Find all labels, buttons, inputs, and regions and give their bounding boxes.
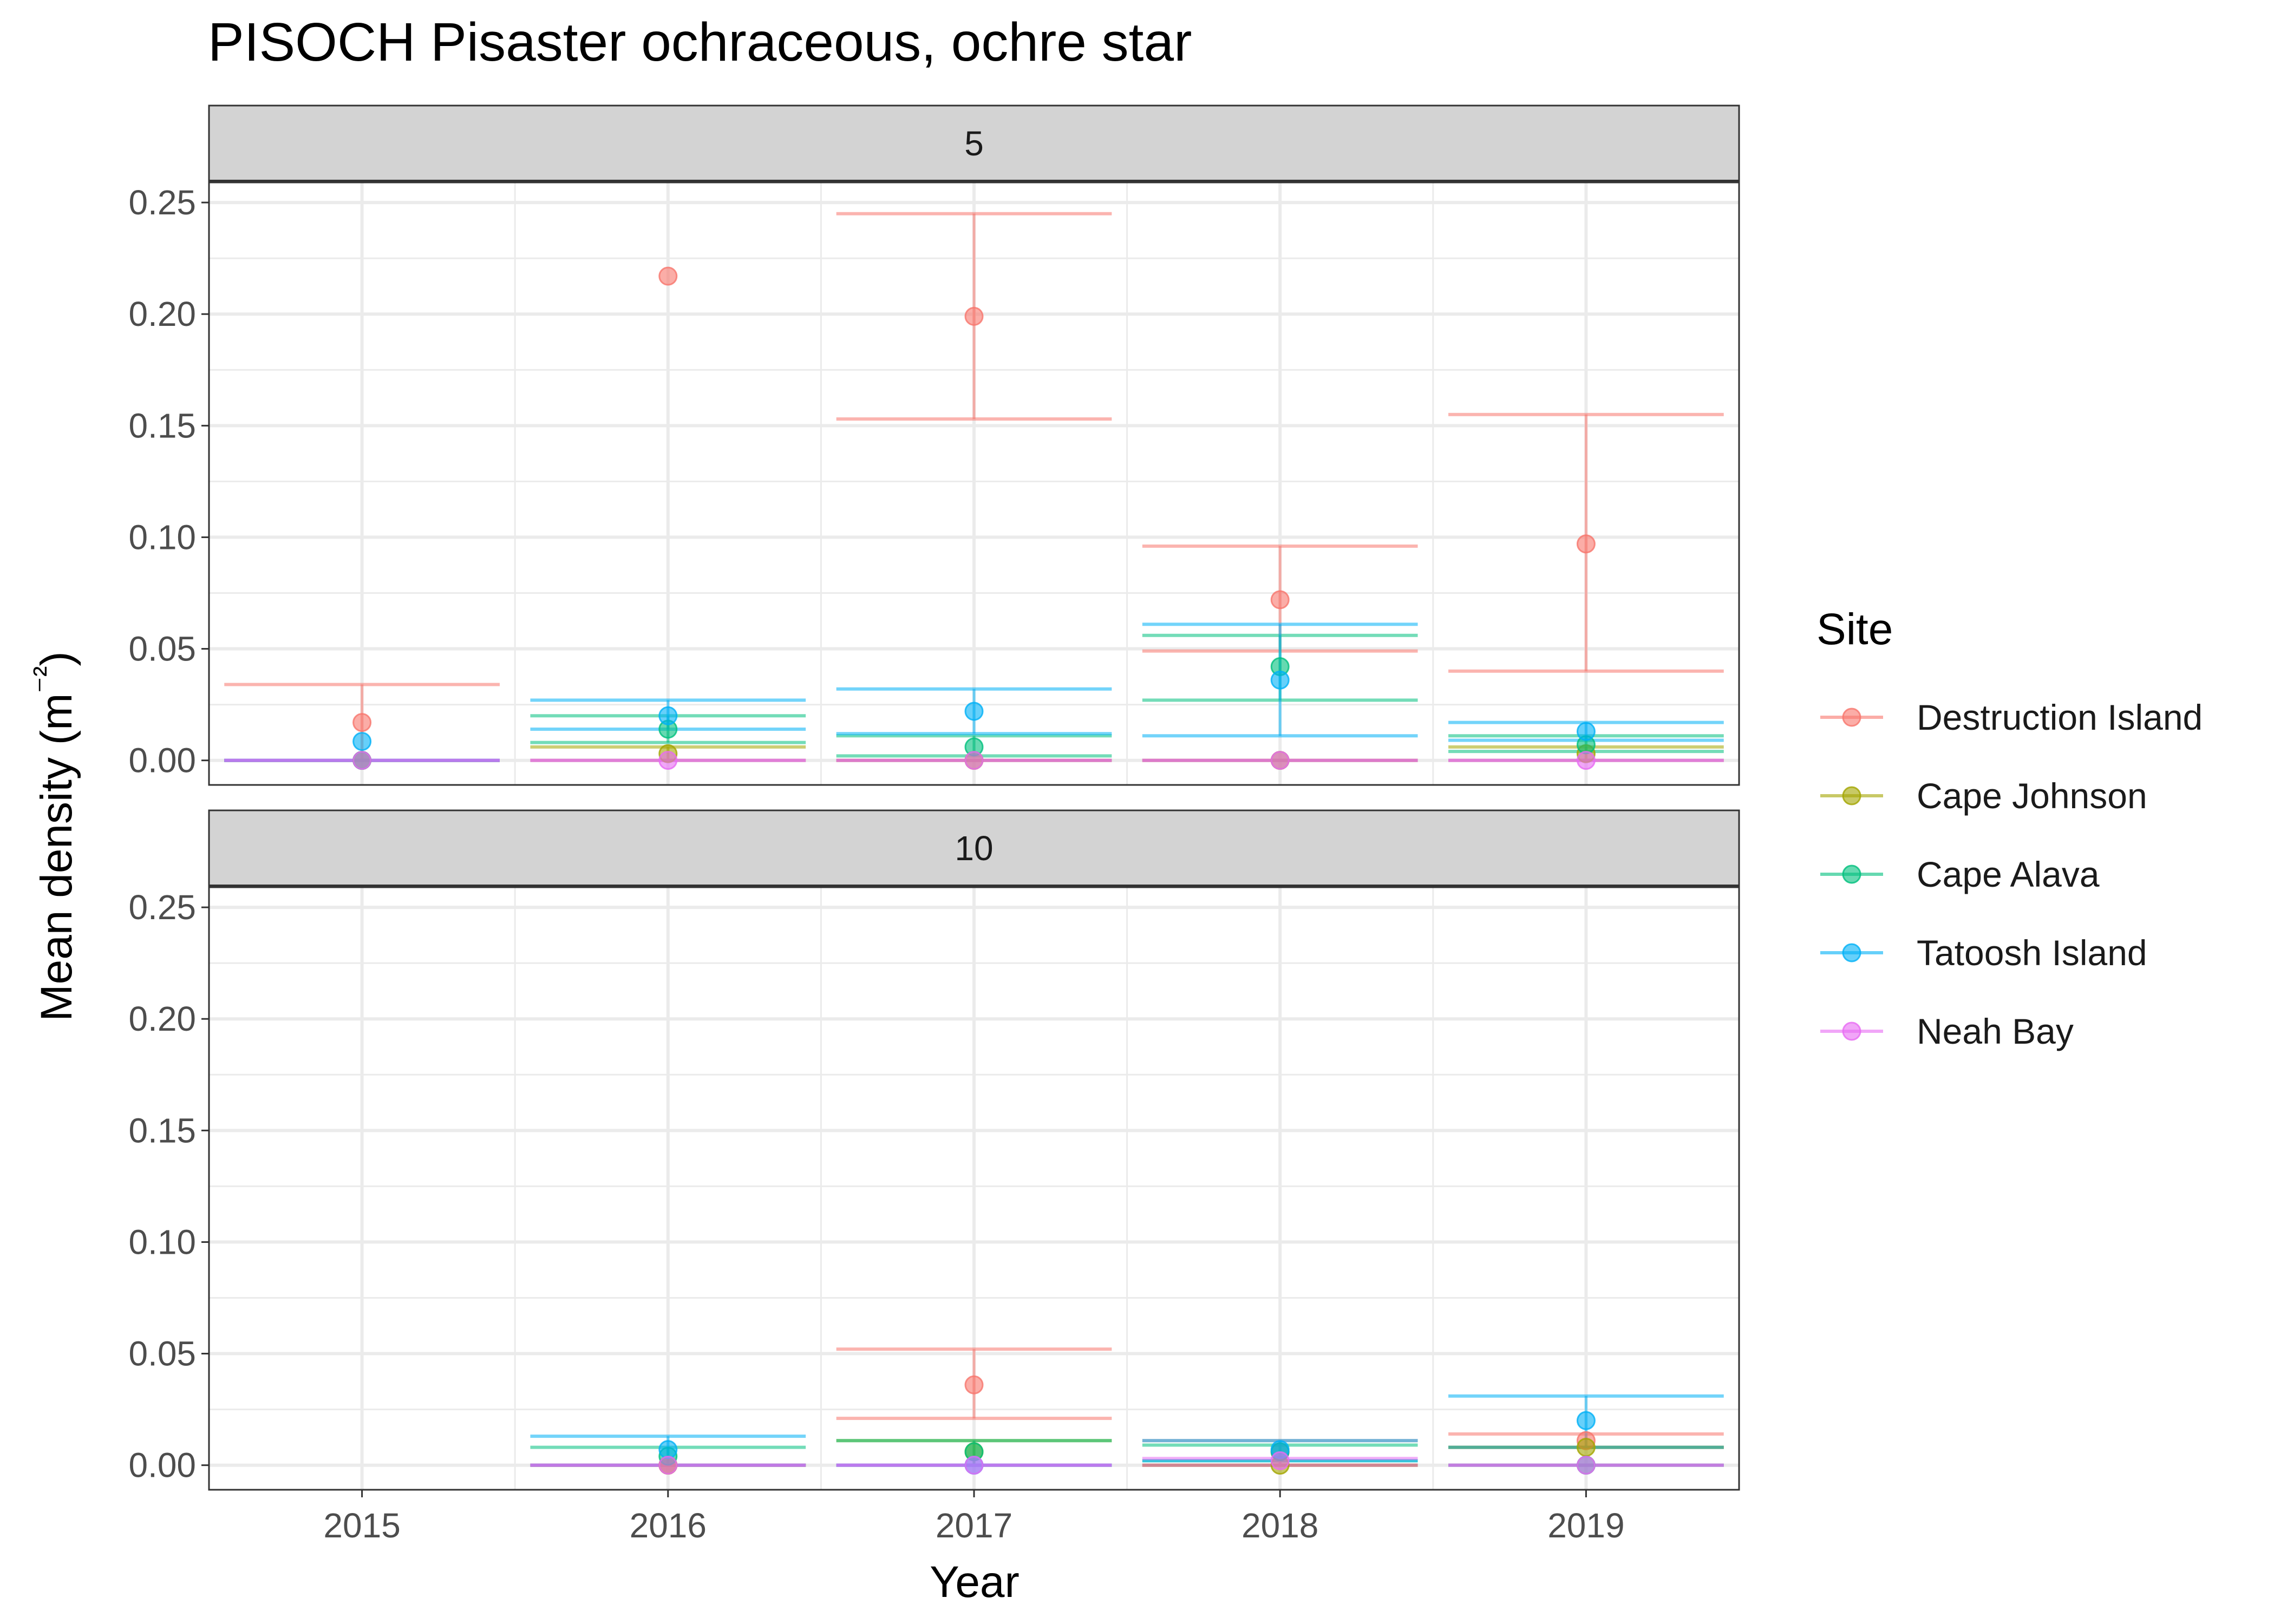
x-tick-label: 2017 [936,1506,1012,1545]
data-point [964,751,984,770]
legend-item: Cape Johnson [1820,776,2147,816]
y-tick-label: 0.15 [128,406,196,445]
legend: Site Destruction Island Cape Johnson Cape … [1816,605,2203,1051]
y-tick-label: 0.10 [128,518,196,556]
data-point [352,732,372,751]
legend-label: Tatoosh Island [1917,933,2147,973]
y-tick-label: 0.20 [128,999,196,1038]
y-axis-title: Mean density (m⁻²) [27,651,81,1021]
data-point [1270,590,1290,610]
legend-key-point [1842,708,1861,727]
facet-strip [208,809,1740,887]
data-point [1270,1451,1290,1470]
y-tick-label: 0.05 [128,630,196,669]
x-axis: 2015 2016 2017 2018 2019 [323,1490,1625,1545]
legend-key-point [1842,943,1861,962]
data-point [658,1456,678,1475]
data-point [352,751,372,770]
x-tick-label: 2015 [323,1506,400,1545]
legend-item: Neah Bay [1820,1011,2074,1051]
legend-item: Destruction Island [1820,697,2203,737]
facet-strip [208,104,1740,182]
data-point [1576,751,1596,770]
panel-border [208,181,1740,786]
data-point [658,266,678,286]
data-point [1576,722,1596,741]
data-point [1576,1411,1596,1430]
legend-key-point [1842,786,1861,806]
data-point [964,1456,984,1475]
data-points [352,266,1596,770]
legend-label: Cape Alava [1917,854,2100,894]
y-tick-label: 0.25 [128,888,196,927]
error-bars [530,1347,1724,1467]
chart-title: PISOCH Pisaster ochraceous, ochre star [208,12,1192,73]
data-point [658,751,678,770]
y-tick-label: 0.05 [128,1334,196,1373]
legend-label: Neah Bay [1917,1011,2074,1051]
y-tick-label: 0.00 [128,1446,196,1485]
data-point [658,1440,678,1459]
y-tick-label: 0.15 [128,1111,196,1150]
panel-10: 10 0.00 0.05 0.10 0.15 0.20 0.25 [128,809,1740,1491]
panel-5: 5 0.00 0.05 0.10 0.15 0.20 0.25 [128,104,1740,786]
data-point [1576,1456,1596,1475]
facet-strip-label: 5 [964,124,984,163]
data-point [1576,1438,1596,1457]
data-point [1576,534,1596,554]
legend-key-point [1842,1021,1861,1041]
facet-strip-label: 10 [955,829,993,868]
data-point [658,706,678,725]
data-point [964,702,984,721]
y-tick-label: 0.10 [128,1222,196,1261]
facet-panels: 5 0.00 0.05 0.10 0.15 0.20 0.25 10 0.00 0.05 0.10 0… [128,104,1740,1491]
data-points [658,1375,1596,1475]
legend-label: Destruction Island [1917,697,2203,737]
data-point [1270,751,1290,770]
legend-title: Site [1816,605,1893,654]
data-point [352,713,372,732]
x-tick-label: 2019 [1547,1506,1624,1545]
x-axis-title: Year [930,1557,1020,1607]
data-point [1270,670,1290,690]
legend-item: Cape Alava [1820,854,2100,894]
x-tick-label: 2016 [630,1506,707,1545]
data-point [964,306,984,326]
y-tick-label: 0.25 [128,183,196,222]
y-tick-label: 0.20 [128,294,196,333]
data-point [964,1375,984,1394]
legend-key-point [1842,865,1861,884]
y-tick-label: 0.00 [128,741,196,780]
legend-label: Cape Johnson [1917,776,2147,816]
legend-item: Tatoosh Island [1820,933,2147,973]
x-tick-label: 2018 [1241,1506,1318,1545]
